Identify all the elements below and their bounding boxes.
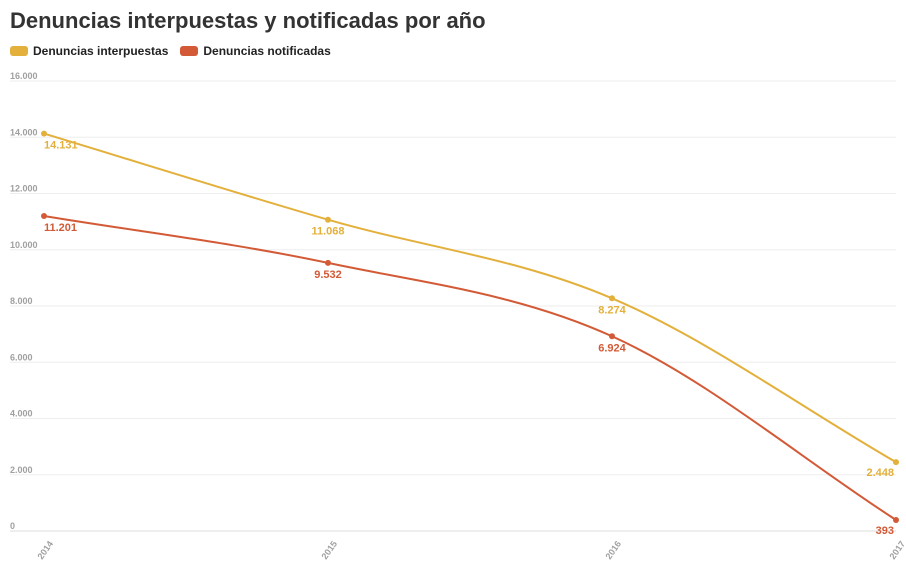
y-tick-label-8: 16.000	[10, 71, 38, 81]
data-label-interpuestas-2017: 2.448	[866, 467, 894, 479]
data-label-interpuestas-2015: 11.068	[311, 226, 344, 238]
y-tick-label-1: 2.000	[10, 465, 33, 475]
y-tick-label-4: 8.000	[10, 296, 33, 306]
data-point-notificadas-2015	[325, 259, 331, 266]
x-tick-label-2014: 2014	[35, 539, 55, 561]
y-tick-label-5: 10.000	[10, 240, 38, 250]
y-tick-label-2: 4.000	[10, 409, 33, 419]
x-tick-label-2017: 2017	[887, 539, 906, 561]
legend-item-notificadas[interactable]: Denuncias notificadas	[180, 44, 331, 58]
legend: Denuncias interpuestas Denuncias notific…	[10, 44, 331, 58]
y-tick-label-6: 12.000	[10, 184, 38, 194]
legend-label-interpuestas: Denuncias interpuestas	[33, 44, 169, 58]
y-tick-label-7: 14.000	[10, 127, 38, 137]
data-point-interpuestas-2015	[325, 216, 331, 223]
y-tick-label-3: 6.000	[10, 352, 33, 362]
data-label-notificadas-2015: 9.532	[314, 269, 342, 281]
series-line-notificadas	[43, 214, 897, 521]
data-point-notificadas-2017	[893, 516, 899, 523]
series-line-interpuestas	[43, 132, 897, 464]
data-label-notificadas-2017: 393	[876, 525, 894, 537]
data-label-notificadas-2016: 6.924	[598, 342, 626, 354]
data-point-interpuestas-2014	[41, 130, 47, 137]
data-point-interpuestas-2016	[609, 295, 615, 302]
data-point-notificadas-2016	[609, 333, 615, 340]
legend-swatch-notificadas	[180, 46, 199, 56]
x-tick-label-2015: 2015	[319, 539, 339, 561]
data-label-interpuestas-2014: 14.131	[44, 140, 78, 152]
data-label-interpuestas-2016: 8.274	[598, 304, 626, 316]
data-point-notificadas-2014	[41, 212, 47, 219]
data-label-notificadas-2014: 11.201	[44, 222, 77, 234]
x-tick-label-2016: 2016	[603, 539, 623, 561]
y-tick-label-0: 0	[10, 521, 15, 531]
legend-item-interpuestas[interactable]: Denuncias interpuestas	[10, 44, 168, 58]
chart-title: Denuncias interpuestas y notificadas por…	[10, 8, 486, 33]
legend-swatch-interpuestas	[10, 46, 28, 56]
legend-label-notificadas: Denuncias notificadas	[203, 44, 331, 58]
data-point-interpuestas-2017	[893, 459, 899, 466]
